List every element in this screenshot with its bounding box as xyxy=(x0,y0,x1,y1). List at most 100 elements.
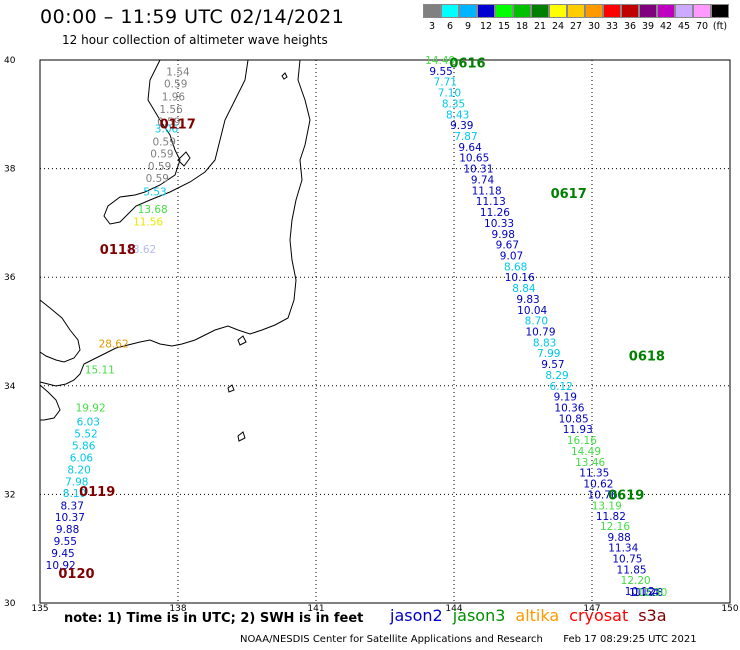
legend-entry: cryosat xyxy=(569,606,629,625)
wave-height-value: 9.45 xyxy=(51,548,74,560)
wave-height-value: 28.62 xyxy=(99,338,129,350)
color-scale-swatch xyxy=(621,4,639,18)
color-scale-swatch xyxy=(423,4,441,18)
wave-height-value: 8.29 xyxy=(545,370,568,382)
wave-height-value: 0.59 xyxy=(148,161,171,173)
wave-height-value: 9.98 xyxy=(492,229,515,241)
wave-height-value: 11.35 xyxy=(579,468,609,480)
color-scale-label: 15 xyxy=(497,21,511,32)
wave-height-value: 0.59 xyxy=(164,78,187,90)
color-scale-label: 24 xyxy=(551,21,565,32)
wave-height-value: 10.65 xyxy=(459,153,489,165)
wave-height-value: 14.49 xyxy=(571,446,601,458)
wave-height-value: 10.33 xyxy=(484,218,514,230)
note-text: note: 1) Time is in UTC; 2) SWH is in fe… xyxy=(64,611,364,626)
wave-height-value: 7.87 xyxy=(454,131,477,143)
wave-height-value: 7.99 xyxy=(537,348,560,360)
wave-height-value: 13.68 xyxy=(138,204,168,216)
wave-height-value: 8.84 xyxy=(512,283,536,295)
color-scale-label: 45 xyxy=(677,21,691,32)
wave-height-value: 0.59 xyxy=(146,173,169,185)
lon-tick-label: 141 xyxy=(307,604,324,614)
wave-height-value: 11.28 xyxy=(633,587,663,599)
wave-height-value: 9.57 xyxy=(541,359,564,371)
wave-height-value: 12.30 xyxy=(637,587,667,599)
wave-height-value: 10.36 xyxy=(554,403,584,415)
wave-height-value: 8.35 xyxy=(442,98,465,110)
wave-height-value: 1.54 xyxy=(166,66,190,78)
wave-height-value: 43.62 xyxy=(126,244,156,256)
lon-tick-label: 138 xyxy=(169,604,186,614)
pass-time-label: 0617 xyxy=(551,187,587,202)
wave-height-value: 10.12 xyxy=(625,586,655,598)
wave-height-value: 10.04 xyxy=(517,305,547,317)
wave-height-value: 5.53 xyxy=(143,186,166,198)
wave-height-value: 10.16 xyxy=(505,272,535,284)
coastline-honshu xyxy=(39,59,311,387)
wave-height-value: 11.18 xyxy=(472,185,502,197)
color-scale-swatch xyxy=(567,4,585,18)
wave-height-value: 10.92 xyxy=(46,560,76,572)
lat-tick-label: 36 xyxy=(4,273,16,283)
wave-height-value: 11.85 xyxy=(617,564,647,576)
color-scale-swatch xyxy=(441,4,459,18)
color-scale-label: 30 xyxy=(587,21,601,32)
lat-tick-label: 40 xyxy=(4,56,16,66)
wave-height-value: 8.43 xyxy=(446,109,469,121)
pass-time-label: 0619 xyxy=(608,488,644,503)
color-scale-bar: 3 6 9 12 15 18 21 24 27 30 33 36 39 42 45 70 (ft) xyxy=(423,4,729,32)
wave-height-value: 11.13 xyxy=(476,196,506,208)
legend-entry: altika xyxy=(515,606,560,625)
lon-tick-label: 144 xyxy=(445,604,462,614)
color-scale-label: 42 xyxy=(659,21,673,32)
pass-time-label: 0618 xyxy=(629,349,665,364)
wave-height-value: 10.37 xyxy=(55,512,85,524)
wave-height-value: 8.83 xyxy=(533,337,556,349)
color-scale-segment: (ft) xyxy=(711,4,729,32)
color-scale-swatch xyxy=(513,4,531,18)
wave-height-value: 7.71 xyxy=(434,77,457,89)
color-scale-label: (ft) xyxy=(712,21,728,32)
wave-height-value: 9.67 xyxy=(496,240,519,252)
island-izu-oshima xyxy=(237,335,247,346)
wave-height-value: 11.93 xyxy=(563,424,593,436)
wave-height-value: 11.54 xyxy=(629,587,659,599)
lon-tick-label: 135 xyxy=(31,604,48,614)
color-scale-swatch xyxy=(495,4,513,18)
axis-ticks: 135 138 141 144 147 150 40 38 36 34 32 30 xyxy=(4,56,739,614)
color-scale-segment: 36 xyxy=(621,4,639,32)
wave-height-value: 1.56 xyxy=(159,104,183,116)
color-scale-segment: 24 xyxy=(549,4,567,32)
wave-height-value: 9.88 xyxy=(56,524,79,536)
color-scale-swatch xyxy=(639,4,657,18)
satellite-tracks: 1.540.591.961.560.593.060.590.590.590.59… xyxy=(46,55,668,599)
legend-entry: jason2 xyxy=(390,606,443,625)
color-scale-swatch xyxy=(711,4,729,18)
wave-height-value: 8.37 xyxy=(61,500,84,512)
color-scale-label: 12 xyxy=(479,21,493,32)
color-scale-label: 27 xyxy=(569,21,583,32)
pass-labels: 0117 0118 0119 0120 0616 0617 0618 0619 xyxy=(58,57,665,582)
lon-tick-label: 147 xyxy=(583,604,600,614)
wave-height-value: 8.70 xyxy=(525,316,548,328)
color-scale-segment: 18 xyxy=(513,4,531,32)
color-scale-segment: 6 xyxy=(441,4,459,32)
color-scale-segment: 39 xyxy=(639,4,657,32)
color-scale-swatch xyxy=(657,4,675,18)
wave-height-value: 1.96 xyxy=(162,91,186,103)
pass-time-label: 0118 xyxy=(100,243,136,258)
color-scale-label: 9 xyxy=(464,21,472,32)
color-scale-segment: 21 xyxy=(531,4,549,32)
wave-height-value: 7.98 xyxy=(65,476,88,488)
color-scale-label: 39 xyxy=(641,21,655,32)
wave-height-value: 0.59 xyxy=(157,116,180,128)
wave-height-value: 9.55 xyxy=(54,536,77,548)
wave-height-value: 5.52 xyxy=(74,429,97,441)
wave-height-value: 9.83 xyxy=(516,294,539,306)
wave-height-value: 10.76 xyxy=(588,489,618,501)
legend-entry: s3a xyxy=(638,606,667,625)
wave-height-value: 12.16 xyxy=(600,521,630,533)
color-scale-segment: 27 xyxy=(567,4,585,32)
color-scale-label: 70 xyxy=(695,21,709,32)
